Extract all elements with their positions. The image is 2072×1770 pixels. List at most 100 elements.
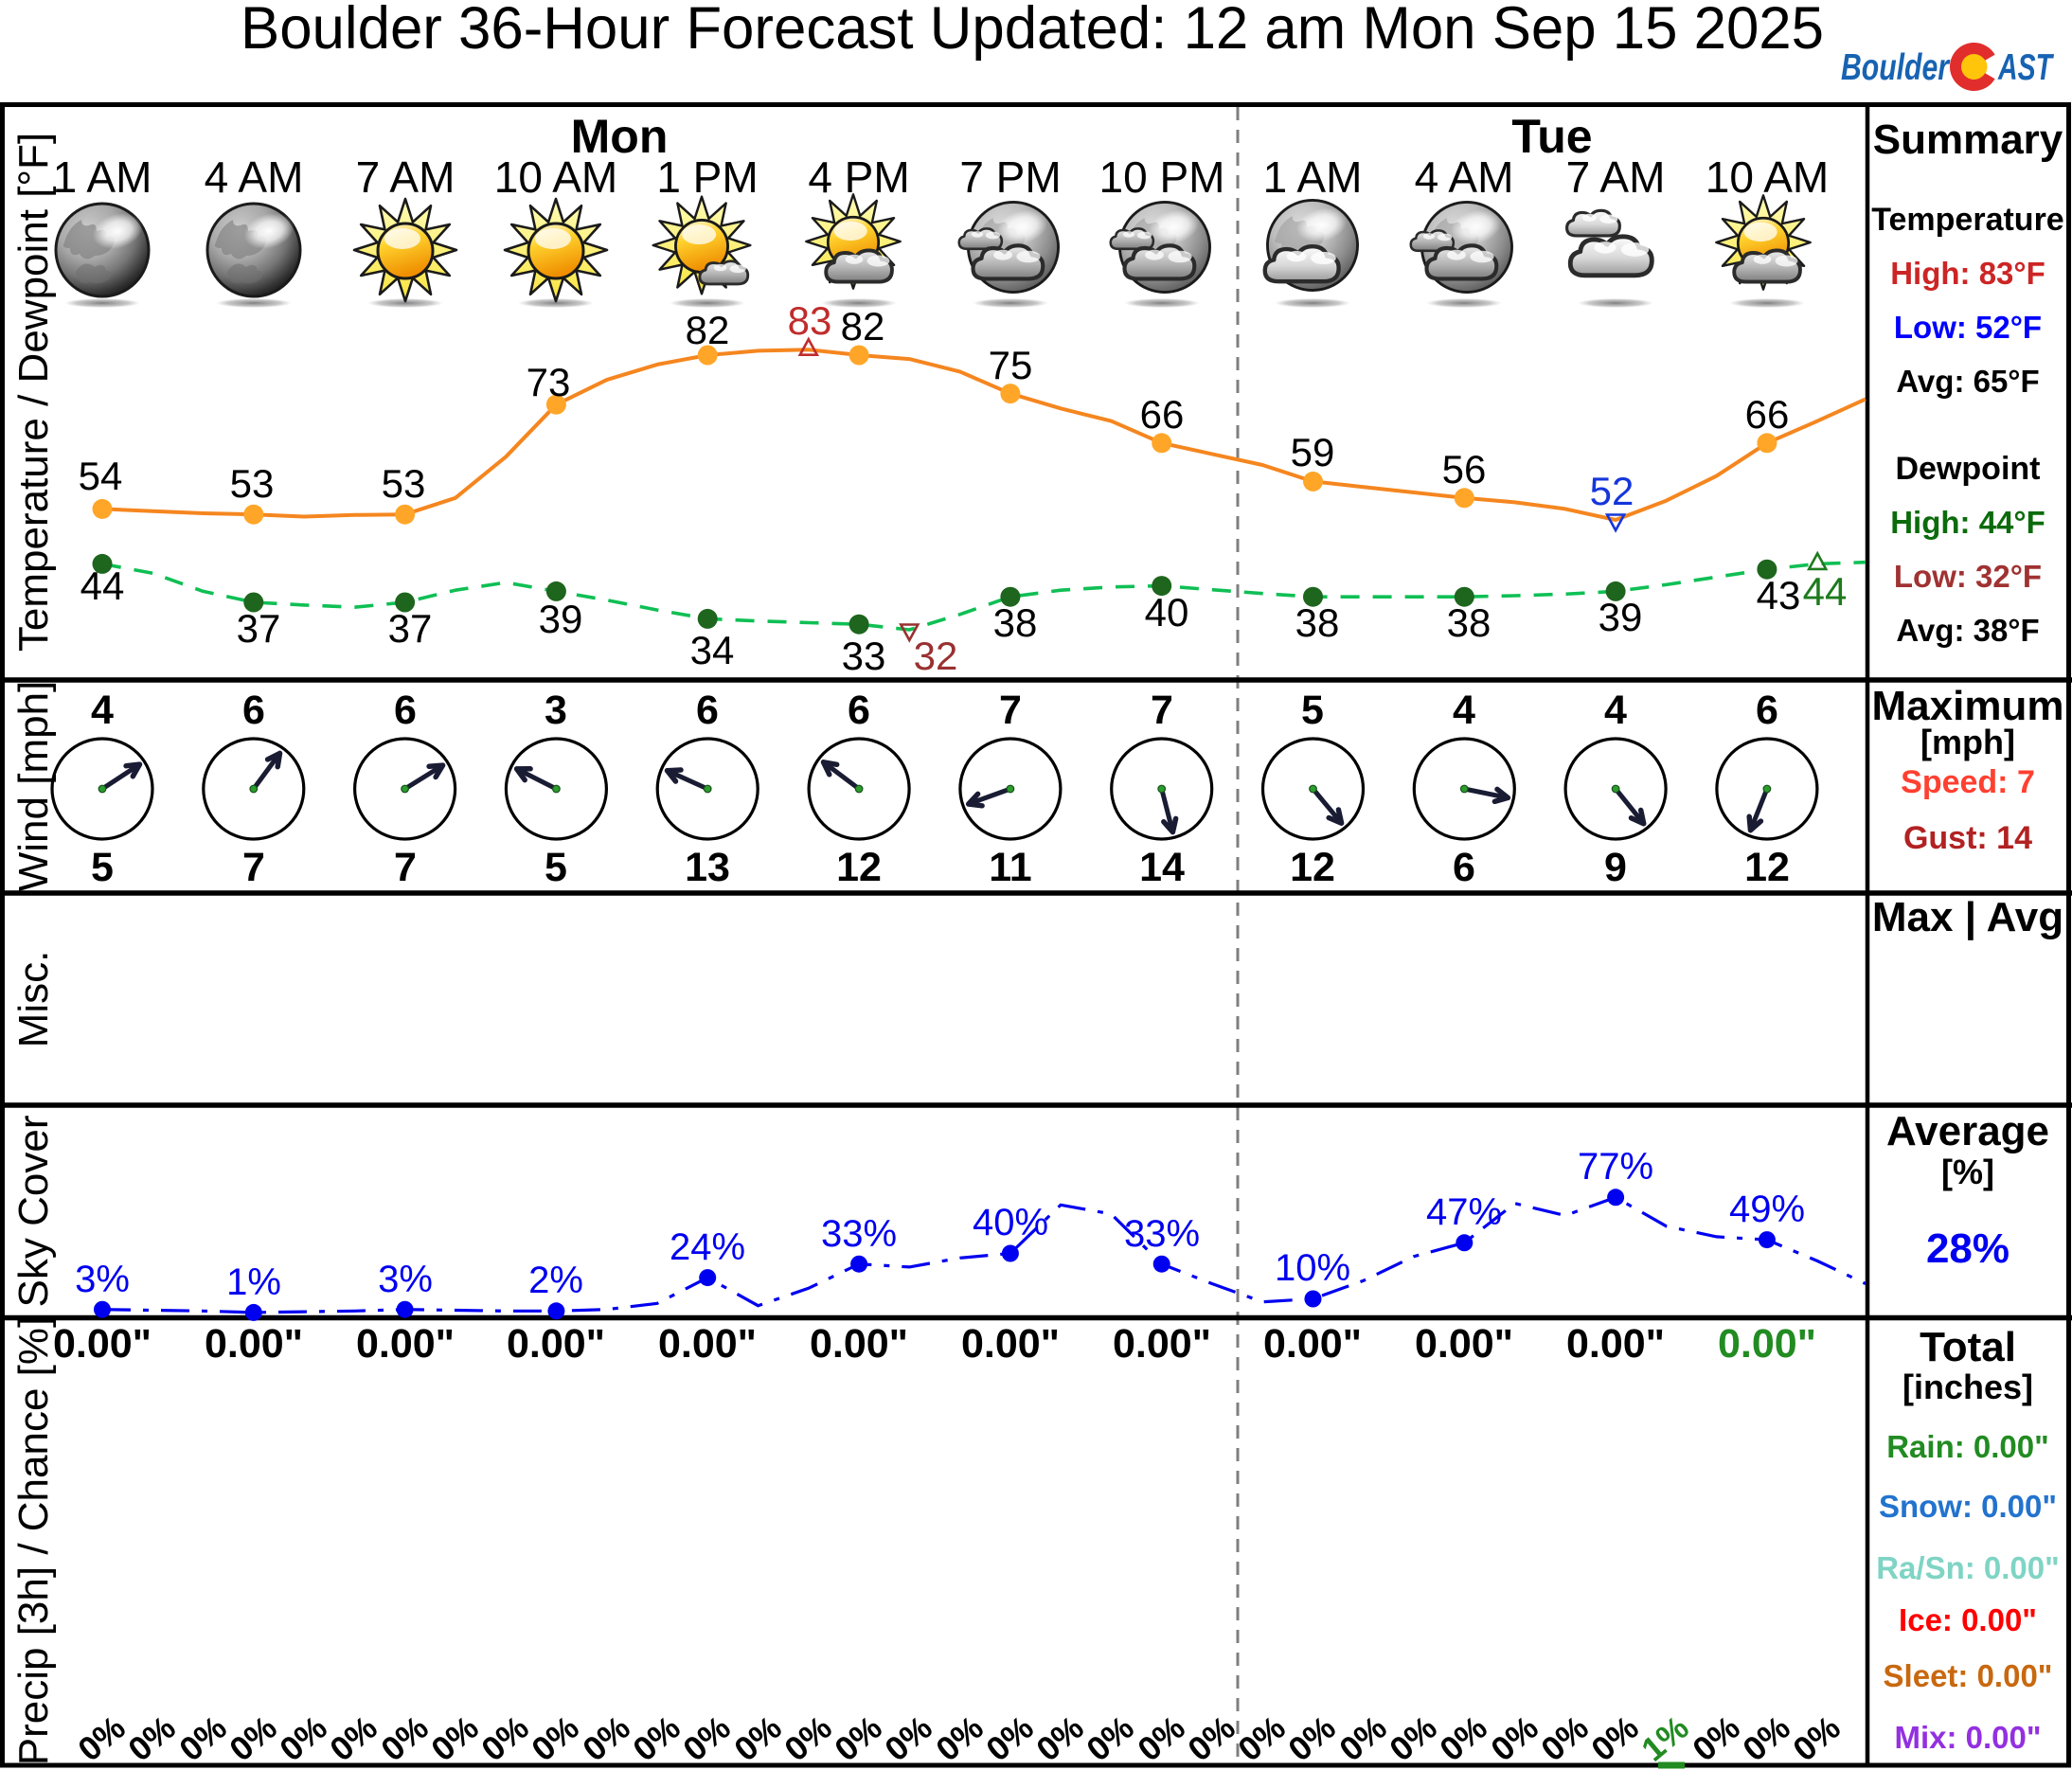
- svg-text:Misc.: Misc.: [10, 951, 57, 1048]
- svg-text:37: 37: [237, 606, 281, 651]
- svg-text:0.00": 0.00": [810, 1321, 908, 1367]
- svg-text:Speed: 7: Speed: 7: [1901, 764, 2035, 800]
- svg-text:0.00": 0.00": [356, 1321, 455, 1367]
- svg-text:Rain: 0.00": Rain: 0.00": [1886, 1429, 2049, 1464]
- svg-text:4 AM: 4 AM: [1415, 152, 1514, 202]
- svg-text:0.00": 0.00": [205, 1321, 303, 1367]
- svg-text:3%: 3%: [75, 1259, 130, 1300]
- svg-text:Gust: 14: Gust: 14: [1903, 820, 2032, 856]
- svg-text:7: 7: [1151, 688, 1173, 733]
- svg-text:4 AM: 4 AM: [205, 152, 304, 202]
- svg-text:AST: AST: [1997, 47, 2054, 88]
- svg-text:Temperature: Temperature: [1871, 202, 2063, 238]
- svg-text:Max | Avg: Max | Avg: [1872, 894, 2063, 941]
- svg-text:43: 43: [1757, 573, 1801, 617]
- svg-text:[inches]: [inches]: [1902, 1368, 2033, 1406]
- svg-text:0.00": 0.00": [507, 1321, 605, 1367]
- svg-text:1%: 1%: [226, 1261, 281, 1303]
- svg-text:14: 14: [1139, 845, 1185, 890]
- svg-text:39: 39: [539, 597, 583, 641]
- svg-text:Boulder 36-Hour Forecast Updat: Boulder 36-Hour Forecast Updated: 12 am …: [241, 0, 1824, 62]
- svg-text:10 AM: 10 AM: [1706, 152, 1829, 202]
- svg-text:52: 52: [1590, 469, 1634, 513]
- svg-text:Avg: 38°F: Avg: 38°F: [1896, 613, 2039, 648]
- svg-text:39: 39: [1599, 595, 1643, 639]
- svg-text:9: 9: [1604, 845, 1627, 890]
- svg-text:6: 6: [1453, 845, 1475, 890]
- svg-text:Ra/Sn: 0.00": Ra/Sn: 0.00": [1876, 1550, 2060, 1585]
- svg-text:High: 44°F: High: 44°F: [1890, 505, 2045, 540]
- svg-text:7: 7: [242, 845, 265, 890]
- svg-text:0.00": 0.00": [1718, 1321, 1816, 1367]
- svg-text:Wind [mph]: Wind [mph]: [10, 681, 57, 892]
- svg-text:6: 6: [394, 688, 417, 733]
- svg-text:38: 38: [1447, 600, 1491, 645]
- svg-text:49%: 49%: [1729, 1189, 1805, 1230]
- svg-text:44: 44: [80, 563, 125, 608]
- svg-text:Total: Total: [1920, 1324, 2016, 1370]
- svg-text:0%: 0%: [1786, 1708, 1848, 1769]
- svg-text:Mon: Mon: [571, 110, 669, 163]
- svg-text:Average: Average: [1886, 1108, 2049, 1154]
- svg-text:66: 66: [1140, 392, 1185, 437]
- svg-text:12: 12: [1290, 845, 1335, 890]
- svg-text:56: 56: [1442, 447, 1487, 492]
- svg-text:Temperature / Dewpoint [°F]: Temperature / Dewpoint [°F]: [10, 133, 57, 652]
- svg-text:Mix: 0.00": Mix: 0.00": [1894, 1720, 2041, 1755]
- svg-text:40%: 40%: [973, 1202, 1048, 1243]
- svg-text:38: 38: [1295, 600, 1340, 645]
- svg-text:Ice: 0.00": Ice: 0.00": [1899, 1602, 2037, 1637]
- svg-text:1 AM: 1 AM: [53, 152, 152, 202]
- svg-text:5: 5: [1301, 688, 1324, 733]
- svg-text:12: 12: [836, 845, 882, 890]
- svg-text:3%: 3%: [378, 1259, 433, 1300]
- svg-text:[mph]: [mph]: [1920, 723, 2015, 761]
- svg-text:Maximum: Maximum: [1872, 683, 2064, 729]
- svg-text:Sleet: 0.00": Sleet: 0.00": [1884, 1658, 2053, 1693]
- svg-text:33: 33: [842, 634, 886, 678]
- svg-text:1 PM: 1 PM: [656, 152, 758, 202]
- svg-text:6: 6: [242, 688, 265, 733]
- svg-text:5: 5: [545, 845, 567, 890]
- svg-text:0.00": 0.00": [961, 1321, 1060, 1367]
- svg-text:6: 6: [848, 688, 870, 733]
- svg-text:0.00": 0.00": [1263, 1321, 1362, 1367]
- svg-text:44: 44: [1803, 569, 1848, 614]
- svg-text:Low: 52°F: Low: 52°F: [1894, 310, 2042, 345]
- svg-text:33%: 33%: [821, 1213, 897, 1255]
- svg-text:Tue: Tue: [1511, 110, 1592, 163]
- svg-text:High: 83°F: High: 83°F: [1890, 256, 2045, 291]
- svg-text:59: 59: [1291, 430, 1335, 474]
- svg-text:4: 4: [1453, 688, 1475, 733]
- svg-text:10 PM: 10 PM: [1099, 152, 1225, 202]
- svg-text:28%: 28%: [1926, 1225, 2009, 1272]
- svg-text:75: 75: [989, 343, 1033, 387]
- svg-text:[%]: [%]: [1941, 1153, 1994, 1191]
- svg-text:83: 83: [788, 298, 832, 343]
- svg-text:Boulder: Boulder: [1841, 47, 1950, 88]
- svg-text:0.00": 0.00": [1566, 1321, 1665, 1367]
- svg-text:11: 11: [989, 845, 1031, 890]
- svg-text:7: 7: [394, 845, 417, 890]
- svg-text:0.00": 0.00": [658, 1321, 757, 1367]
- svg-text:6: 6: [696, 688, 719, 733]
- svg-text:73: 73: [527, 360, 571, 404]
- svg-text:66: 66: [1745, 392, 1790, 437]
- svg-text:82: 82: [686, 308, 730, 352]
- svg-text:Precip [3h] / Chance [%]: Precip [3h] / Chance [%]: [10, 1316, 57, 1765]
- svg-text:1 AM: 1 AM: [1263, 152, 1363, 202]
- svg-text:53: 53: [230, 461, 275, 506]
- svg-text:4: 4: [1604, 688, 1627, 733]
- svg-text:54: 54: [79, 454, 123, 498]
- svg-text:Avg: 65°F: Avg: 65°F: [1896, 364, 2039, 399]
- svg-text:77%: 77%: [1578, 1146, 1653, 1188]
- svg-text:6: 6: [1756, 688, 1778, 733]
- svg-text:38: 38: [993, 600, 1038, 645]
- svg-text:7 AM: 7 AM: [356, 152, 455, 202]
- svg-text:Snow: 0.00": Snow: 0.00": [1879, 1489, 2057, 1524]
- svg-text:24%: 24%: [670, 1226, 745, 1268]
- svg-text:34: 34: [690, 628, 735, 672]
- svg-text:Dewpoint: Dewpoint: [1896, 451, 2041, 487]
- svg-text:0.00": 0.00": [1113, 1321, 1211, 1367]
- svg-text:7: 7: [999, 688, 1022, 733]
